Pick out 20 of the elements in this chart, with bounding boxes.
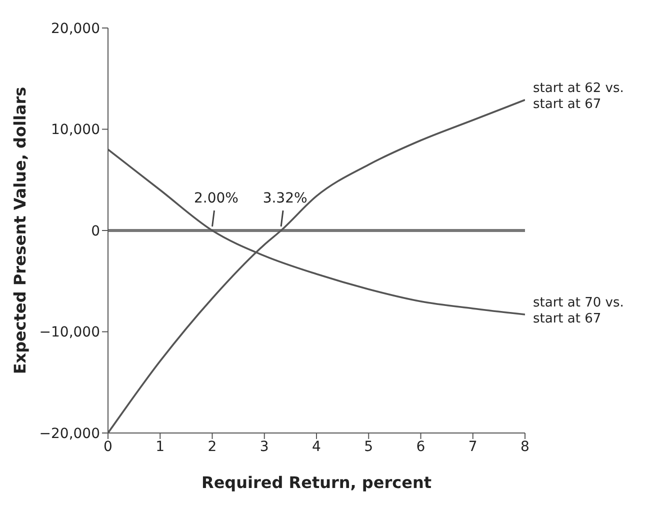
x-tick-label: 4: [312, 438, 322, 455]
x-tick-label: 6: [416, 438, 426, 455]
x-axis-title: Required Return, percent: [202, 473, 432, 492]
x-tick-label: 7: [468, 438, 478, 455]
annotation: 2.00%: [194, 190, 238, 206]
x-tick-label: 8: [520, 438, 530, 455]
y-tick-label: 10,000: [51, 122, 100, 138]
x-tick-label: 5: [364, 438, 374, 455]
y-tick-label: 0: [91, 223, 100, 240]
x-tick-label: 2: [208, 438, 217, 455]
y-tick-label: −20,000: [39, 426, 100, 442]
y-axis-title: Expected Present Value, dollars: [10, 86, 30, 374]
annotation: 3.32%: [262, 190, 308, 206]
y-tick-label: 20,000: [51, 20, 100, 37]
x-tick-label: 3: [260, 438, 269, 455]
x-tick-label: 1: [156, 438, 165, 455]
series-label: start at 62 vs. start at 67: [533, 80, 624, 112]
series-label: start at 70 vs. start at 67: [533, 296, 624, 327]
y-tick-label: −10,000: [39, 324, 100, 341]
x-tick-label: 0: [104, 438, 112, 455]
